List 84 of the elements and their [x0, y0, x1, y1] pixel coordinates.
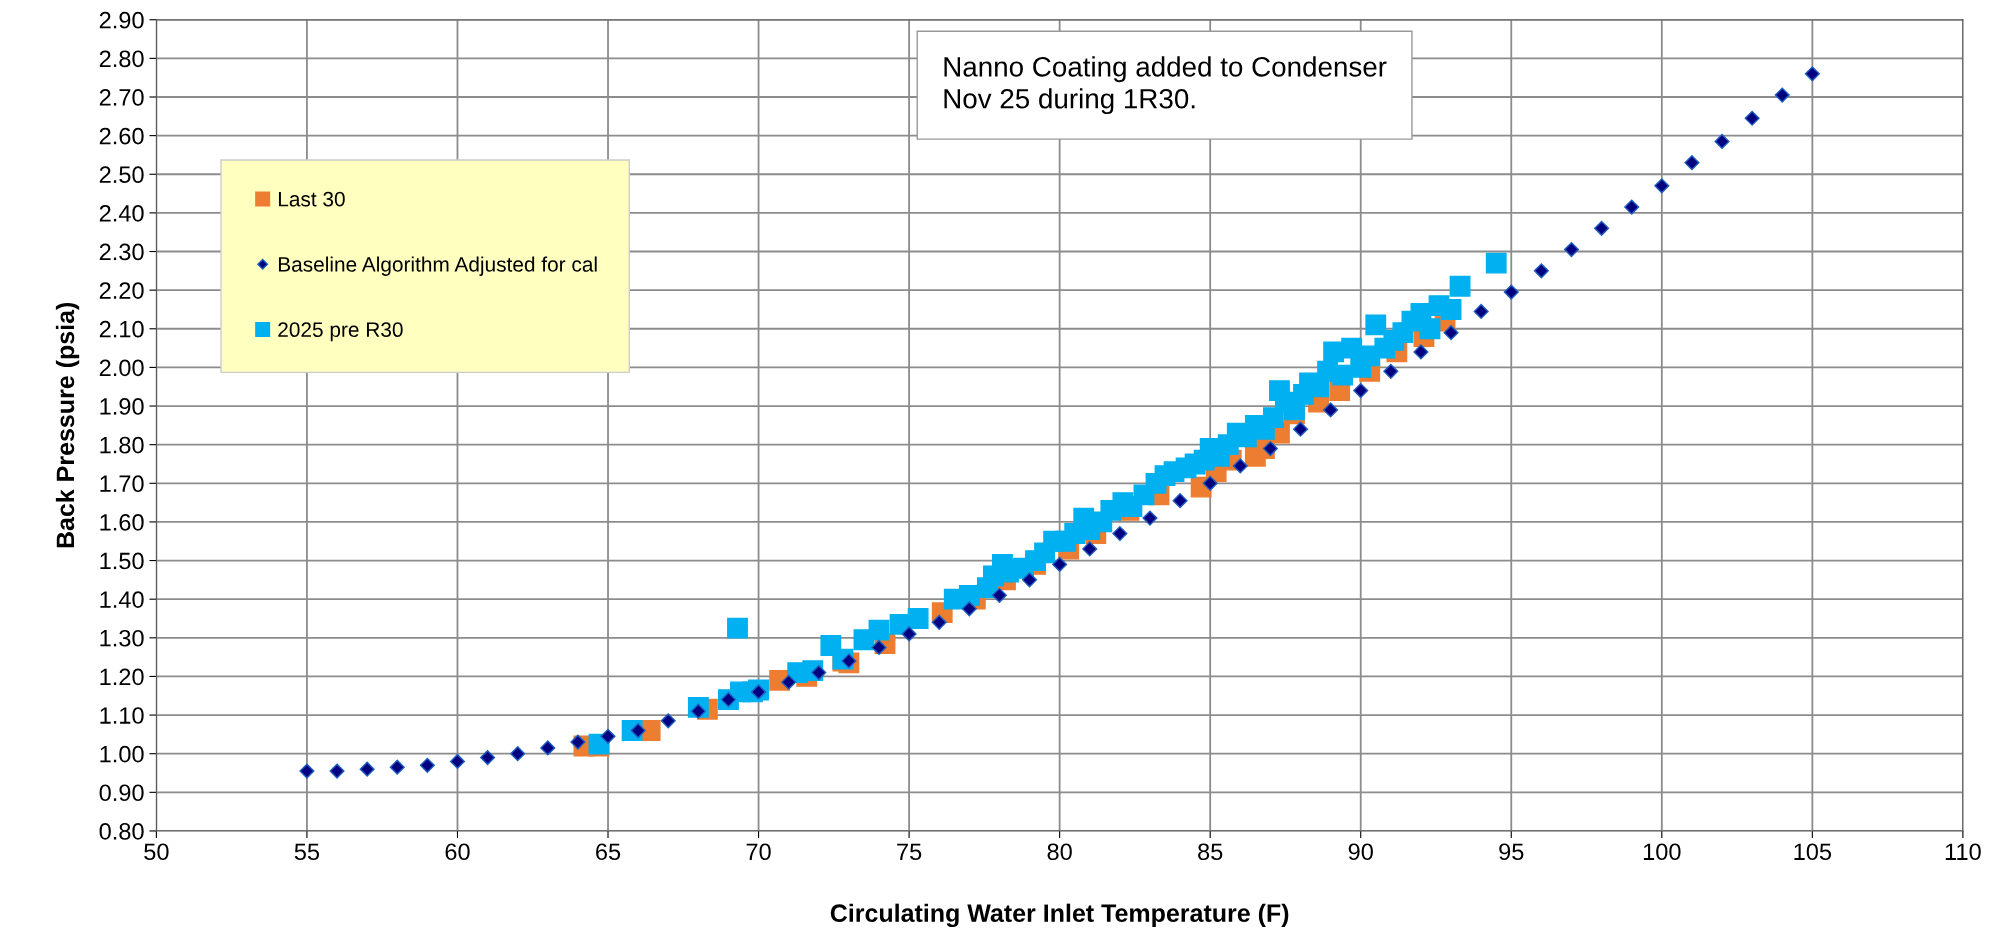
point — [1112, 525, 1128, 542]
point — [1082, 541, 1098, 557]
y-tick-label: 1.40 — [100, 591, 144, 608]
point — [600, 728, 616, 744]
legend-label: Baseline Algorithm Adjusted for cal — [278, 256, 597, 276]
x-tick-label: 90 — [1348, 843, 1373, 861]
point — [1413, 344, 1429, 360]
point — [1232, 458, 1248, 474]
y-tick-label: 2.60 — [99, 127, 144, 145]
y-tick-label: 2.10 — [99, 320, 144, 338]
y-tick-label: 2.80 — [99, 50, 144, 68]
point — [1774, 87, 1790, 103]
point — [931, 614, 947, 630]
point — [1021, 572, 1038, 588]
point — [299, 763, 315, 779]
point — [1052, 556, 1068, 572]
point — [1624, 199, 1640, 215]
point — [1473, 303, 1489, 319]
y-tick-label: 1.00 — [100, 745, 144, 763]
point — [1292, 421, 1309, 437]
x-tick-label: 95 — [1499, 843, 1524, 861]
x-tick-label: 70 — [746, 843, 771, 861]
y-tick-label: 1.20 — [100, 668, 144, 686]
point — [1804, 66, 1820, 82]
y-tick-label: 1.60 — [100, 513, 144, 531]
y-tick-label: 2.00 — [99, 359, 144, 377]
y-tick-label: 0.80 — [99, 823, 144, 840]
y-tick-label: 1.70 — [100, 475, 144, 493]
legend-label: Last 30 — [278, 191, 345, 207]
point — [1202, 475, 1218, 491]
legend-label: 2025 pre R30 — [278, 322, 403, 342]
point — [359, 761, 375, 777]
x-tick-label: 50 — [144, 843, 169, 861]
point — [449, 753, 466, 769]
y-tick-label: 2.20 — [99, 282, 144, 299]
x-tick-label: 65 — [596, 843, 621, 861]
y-axis-title: Back Pressure (psia) — [55, 302, 80, 548]
y-tick-label: 1.50 — [100, 552, 144, 570]
x-tick-label: 80 — [1047, 843, 1072, 861]
x-tick-label: 105 — [1794, 843, 1832, 861]
y-tick-label: 2.90 — [99, 11, 144, 29]
point — [1563, 242, 1580, 258]
point — [389, 759, 405, 775]
x-tick-label: 100 — [1643, 843, 1681, 861]
point — [1533, 263, 1549, 279]
x-tick-label: 55 — [294, 843, 320, 861]
point — [480, 749, 496, 766]
x-tick-label: 85 — [1198, 843, 1223, 861]
annotation: Nanno Coating added to Condenser Nov 25 during 1R30. — [944, 56, 1387, 115]
point — [510, 746, 526, 762]
x-tick-label: 60 — [445, 843, 470, 861]
x-tick-label: 75 — [897, 843, 922, 861]
x-axis-title: Circulating Water Inlet Temperature (F) — [830, 903, 1289, 928]
point — [329, 763, 345, 779]
y-tick-label: 2.50 — [99, 166, 144, 184]
point — [961, 601, 977, 617]
point — [1684, 155, 1700, 171]
point — [660, 713, 676, 729]
point — [1714, 133, 1730, 149]
point — [1443, 325, 1459, 341]
point — [1353, 383, 1369, 399]
point — [1594, 220, 1610, 236]
point — [1503, 284, 1519, 300]
point — [1654, 178, 1670, 194]
y-tick-label: 1.80 — [100, 436, 144, 454]
y-tick-label: 2.30 — [99, 243, 144, 261]
point — [419, 757, 435, 773]
point — [1744, 110, 1760, 126]
y-tick-label: 0.90 — [99, 784, 144, 802]
point — [1383, 363, 1399, 379]
y-tick-label: 1.10 — [100, 707, 144, 724]
point — [1142, 510, 1158, 526]
y-tick-label: 1.90 — [100, 398, 144, 415]
point — [781, 674, 797, 690]
point — [901, 626, 917, 642]
point — [1262, 440, 1278, 457]
point — [540, 740, 556, 756]
point — [1323, 402, 1339, 418]
point — [991, 587, 1007, 603]
point — [1172, 493, 1188, 509]
y-tick-label: 2.40 — [99, 204, 144, 222]
y-tick-label: 2.70 — [99, 89, 144, 106]
y-tick-label: 1.30 — [100, 629, 144, 647]
x-tick-label: 110 — [1945, 843, 1981, 861]
